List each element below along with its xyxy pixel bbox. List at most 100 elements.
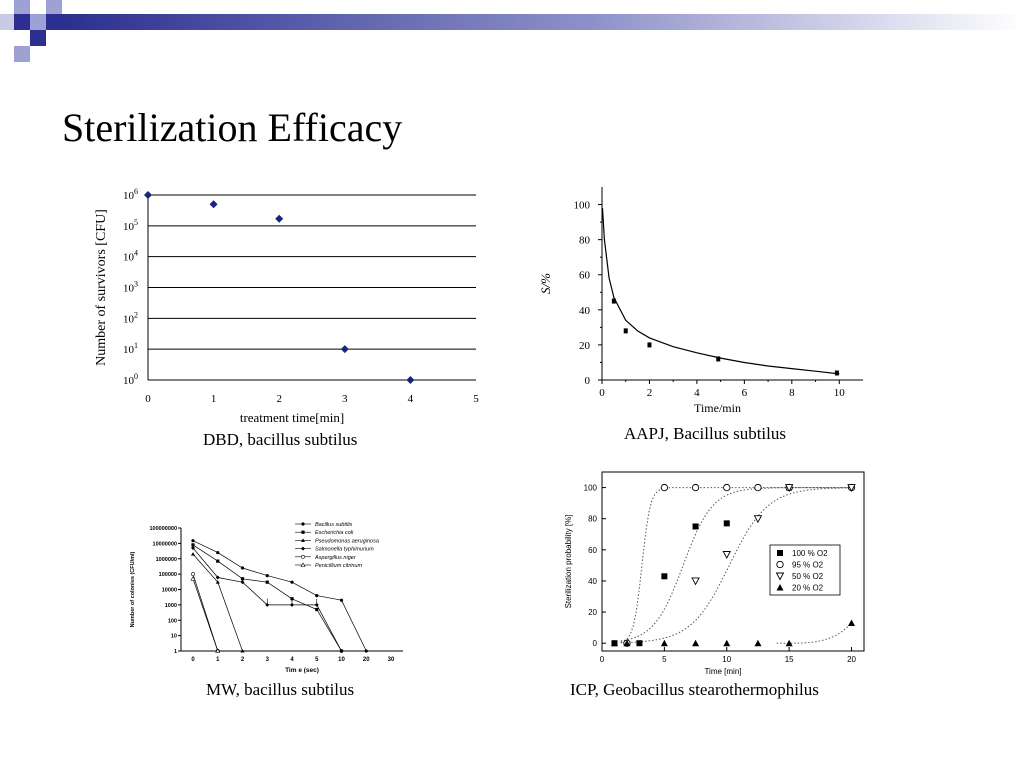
icp-data-point	[775, 572, 785, 581]
dbd-x-axis-label: treatment time[min]	[240, 410, 344, 425]
aapj-x-axis-label: Time/min	[694, 401, 741, 415]
dbd-y-tick-label: 104	[123, 249, 138, 264]
mw-legend-entry: Escherichia coli	[315, 530, 354, 536]
mw-data-point	[339, 598, 344, 602]
icp-data-point	[776, 560, 784, 569]
icp-y-tick-label: 100	[584, 484, 598, 493]
icp-y-tick-label: 20	[588, 608, 597, 617]
mw-data-point	[216, 559, 220, 563]
mw-data-point	[240, 580, 245, 585]
dbd-data-point	[275, 214, 284, 223]
aapj-chart: 0 20 40 60 80 100 0 2 4 6 8 10 Time/min S/%	[538, 187, 863, 415]
deco-square	[14, 14, 30, 30]
icp-data-point	[777, 550, 783, 556]
icp-legend-entry: 95 % O2	[792, 561, 824, 570]
icp-chart: 0 20 40 60 80 100 0 5 10 15 20 Time [min] Sterilizat…	[564, 471, 865, 676]
aapj-x-tick-label: 0	[599, 387, 605, 399]
deco-square	[0, 14, 14, 30]
icp-data-point	[660, 483, 669, 492]
mw-x-tick-label: 0	[191, 657, 195, 663]
dbd-data-point	[144, 191, 152, 199]
icp-legend-entry: 100 % O2	[792, 549, 828, 558]
mw-data-point	[240, 566, 245, 570]
mw-series-line	[192, 540, 367, 652]
dbd-x-tick-label: 3	[342, 393, 348, 405]
mw-data-point	[300, 562, 306, 567]
mw-data-point	[315, 607, 319, 612]
mw-data-point	[191, 552, 195, 556]
dbd-caption: DBD, bacillus subtilus	[203, 430, 358, 449]
icp-fit-curve	[620, 487, 852, 644]
icp-data-point	[722, 551, 732, 559]
deco-square	[30, 14, 46, 30]
mw-data-point	[215, 580, 220, 584]
icp-data-point	[784, 484, 794, 493]
mw-y-tick-label: 1	[174, 649, 177, 655]
deco-square	[14, 46, 30, 62]
deco-square	[14, 0, 30, 14]
dbd-x-tick-label: 5	[473, 393, 479, 405]
mw-y-tick-label: 1000000	[156, 557, 177, 563]
aapj-y-tick-label: 40	[579, 305, 591, 317]
icp-data-point	[776, 584, 784, 591]
deco-square	[46, 0, 62, 14]
mw-y-axis-label: Number of colonies (CFU/ml)	[130, 551, 136, 627]
dbd-y-tick-label: 100	[123, 372, 138, 387]
mw-data-point	[364, 649, 368, 653]
slide-title: Sterilization Efficacy	[62, 105, 403, 150]
mw-x-tick-label: 30	[388, 657, 395, 663]
mw-data-point	[215, 648, 221, 653]
icp-x-tick-label: 15	[785, 655, 794, 664]
icp-data-point	[692, 639, 700, 647]
mw-legend-entry: Aspergillus niger	[314, 555, 357, 561]
icp-data-point	[623, 639, 631, 647]
mw-legend-entry: Bacillus subtilis	[315, 522, 353, 528]
mw-y-tick-label: 10000000	[153, 541, 177, 547]
icp-y-tick-label: 60	[588, 546, 597, 555]
icp-data-point	[754, 639, 762, 647]
aapj-x-tick-label: 4	[694, 387, 700, 399]
mw-caption: MW, bacillus subtilus	[206, 680, 355, 699]
icp-x-tick-label: 5	[662, 655, 667, 664]
mw-x-tick-label: 20	[363, 657, 370, 663]
aapj-y-axis-label: S/%	[538, 273, 553, 294]
dbd-y-tick-label: 102	[123, 310, 138, 325]
icp-y-tick-label: 80	[588, 515, 597, 524]
mw-legend-entry: Penicillium citrinum	[315, 563, 362, 569]
mw-data-point	[191, 572, 195, 577]
mw-data-point	[301, 554, 305, 559]
mw-data-point	[315, 594, 319, 598]
icp-data-point	[848, 619, 856, 626]
icp-x-tick-label: 10	[722, 655, 731, 664]
mw-x-tick-label: 4	[290, 657, 294, 663]
dbd-data-point	[209, 200, 218, 209]
icp-fit-curve	[620, 487, 852, 643]
icp-data-point	[847, 484, 856, 493]
icp-caption: ICP, Geobacillus stearothermophilus	[570, 680, 819, 699]
mw-series-line	[192, 578, 219, 652]
deco-square	[46, 14, 62, 30]
aapj-x-tick-label: 8	[789, 387, 795, 399]
dbd-data-point	[340, 345, 349, 354]
mw-y-tick-label: 100000	[159, 572, 177, 578]
mw-data-point	[240, 577, 245, 581]
icp-legend-entry: 20 % O2	[792, 584, 824, 593]
icp-data-point	[692, 523, 699, 530]
dbd-x-tick-label: 4	[408, 393, 414, 405]
aapj-data-point	[623, 328, 628, 334]
aapj-fit-curve	[601, 208, 840, 375]
icp-data-point	[754, 483, 762, 492]
icp-data-point	[610, 639, 618, 647]
dbd-y-tick-label: 101	[123, 341, 138, 356]
mw-x-tick-label: 5	[315, 657, 319, 663]
aapj-y-tick-label: 100	[574, 200, 591, 212]
icp-plot-frame	[601, 471, 865, 652]
icp-data-point	[753, 515, 763, 524]
aapj-data-point	[716, 356, 721, 362]
icp-x-tick-label: 20	[847, 655, 856, 664]
dbd-x-tick-label: 1	[211, 393, 217, 405]
icp-x-axis-label: Time [min]	[704, 667, 741, 676]
mw-x-axis-label: Tim e (sec)	[285, 667, 319, 674]
aapj-y-tick-label: 0	[585, 375, 591, 387]
mw-x-tick-label: 1	[216, 657, 220, 663]
